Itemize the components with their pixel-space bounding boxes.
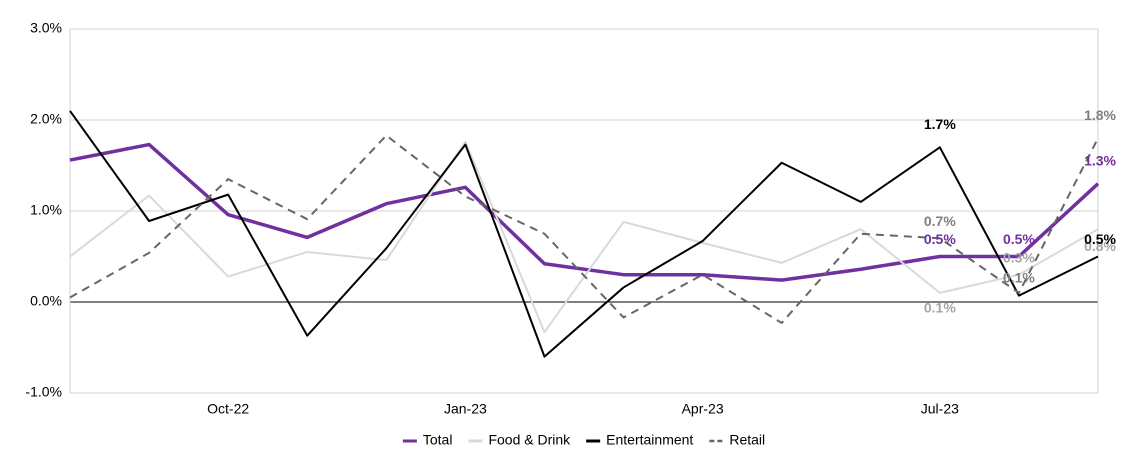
data-label: 0.5% xyxy=(1084,231,1116,247)
y-tick-label: 3.0% xyxy=(30,20,62,36)
data-label: 0.8% xyxy=(1084,238,1116,254)
y-tick-label: 0.0% xyxy=(30,293,62,309)
y-tick-label: -1.0% xyxy=(25,384,62,400)
x-tick-label: Oct-22 xyxy=(207,401,249,417)
data-label: 0.5% xyxy=(1003,231,1035,247)
legend-label: Food & Drink xyxy=(488,432,571,448)
data-label: 0.5% xyxy=(924,231,956,247)
data-label: 1.3% xyxy=(1084,152,1116,168)
legend-label: Total xyxy=(423,432,453,448)
data-label: 0.7% xyxy=(924,213,956,229)
legend-label: Retail xyxy=(729,432,765,448)
x-tick-label: Jan-23 xyxy=(444,401,487,417)
data-label: 1.8% xyxy=(1084,107,1116,123)
x-tick-label: Jul-23 xyxy=(921,401,959,417)
data-label: 0.1% xyxy=(1003,270,1035,286)
data-label: 0.3% xyxy=(1003,249,1035,265)
x-tick-label: Apr-23 xyxy=(682,401,724,417)
legend-label: Entertainment xyxy=(606,432,693,448)
legend: Total Food & Drink Entertainment Retail xyxy=(402,432,765,448)
series-line xyxy=(69,110,1099,358)
y-tick-label: 2.0% xyxy=(30,111,62,127)
series-line xyxy=(69,134,1099,324)
data-label: 1.7% xyxy=(924,116,956,132)
y-tick-label: 1.0% xyxy=(30,202,62,218)
data-label: 0.1% xyxy=(924,300,956,316)
